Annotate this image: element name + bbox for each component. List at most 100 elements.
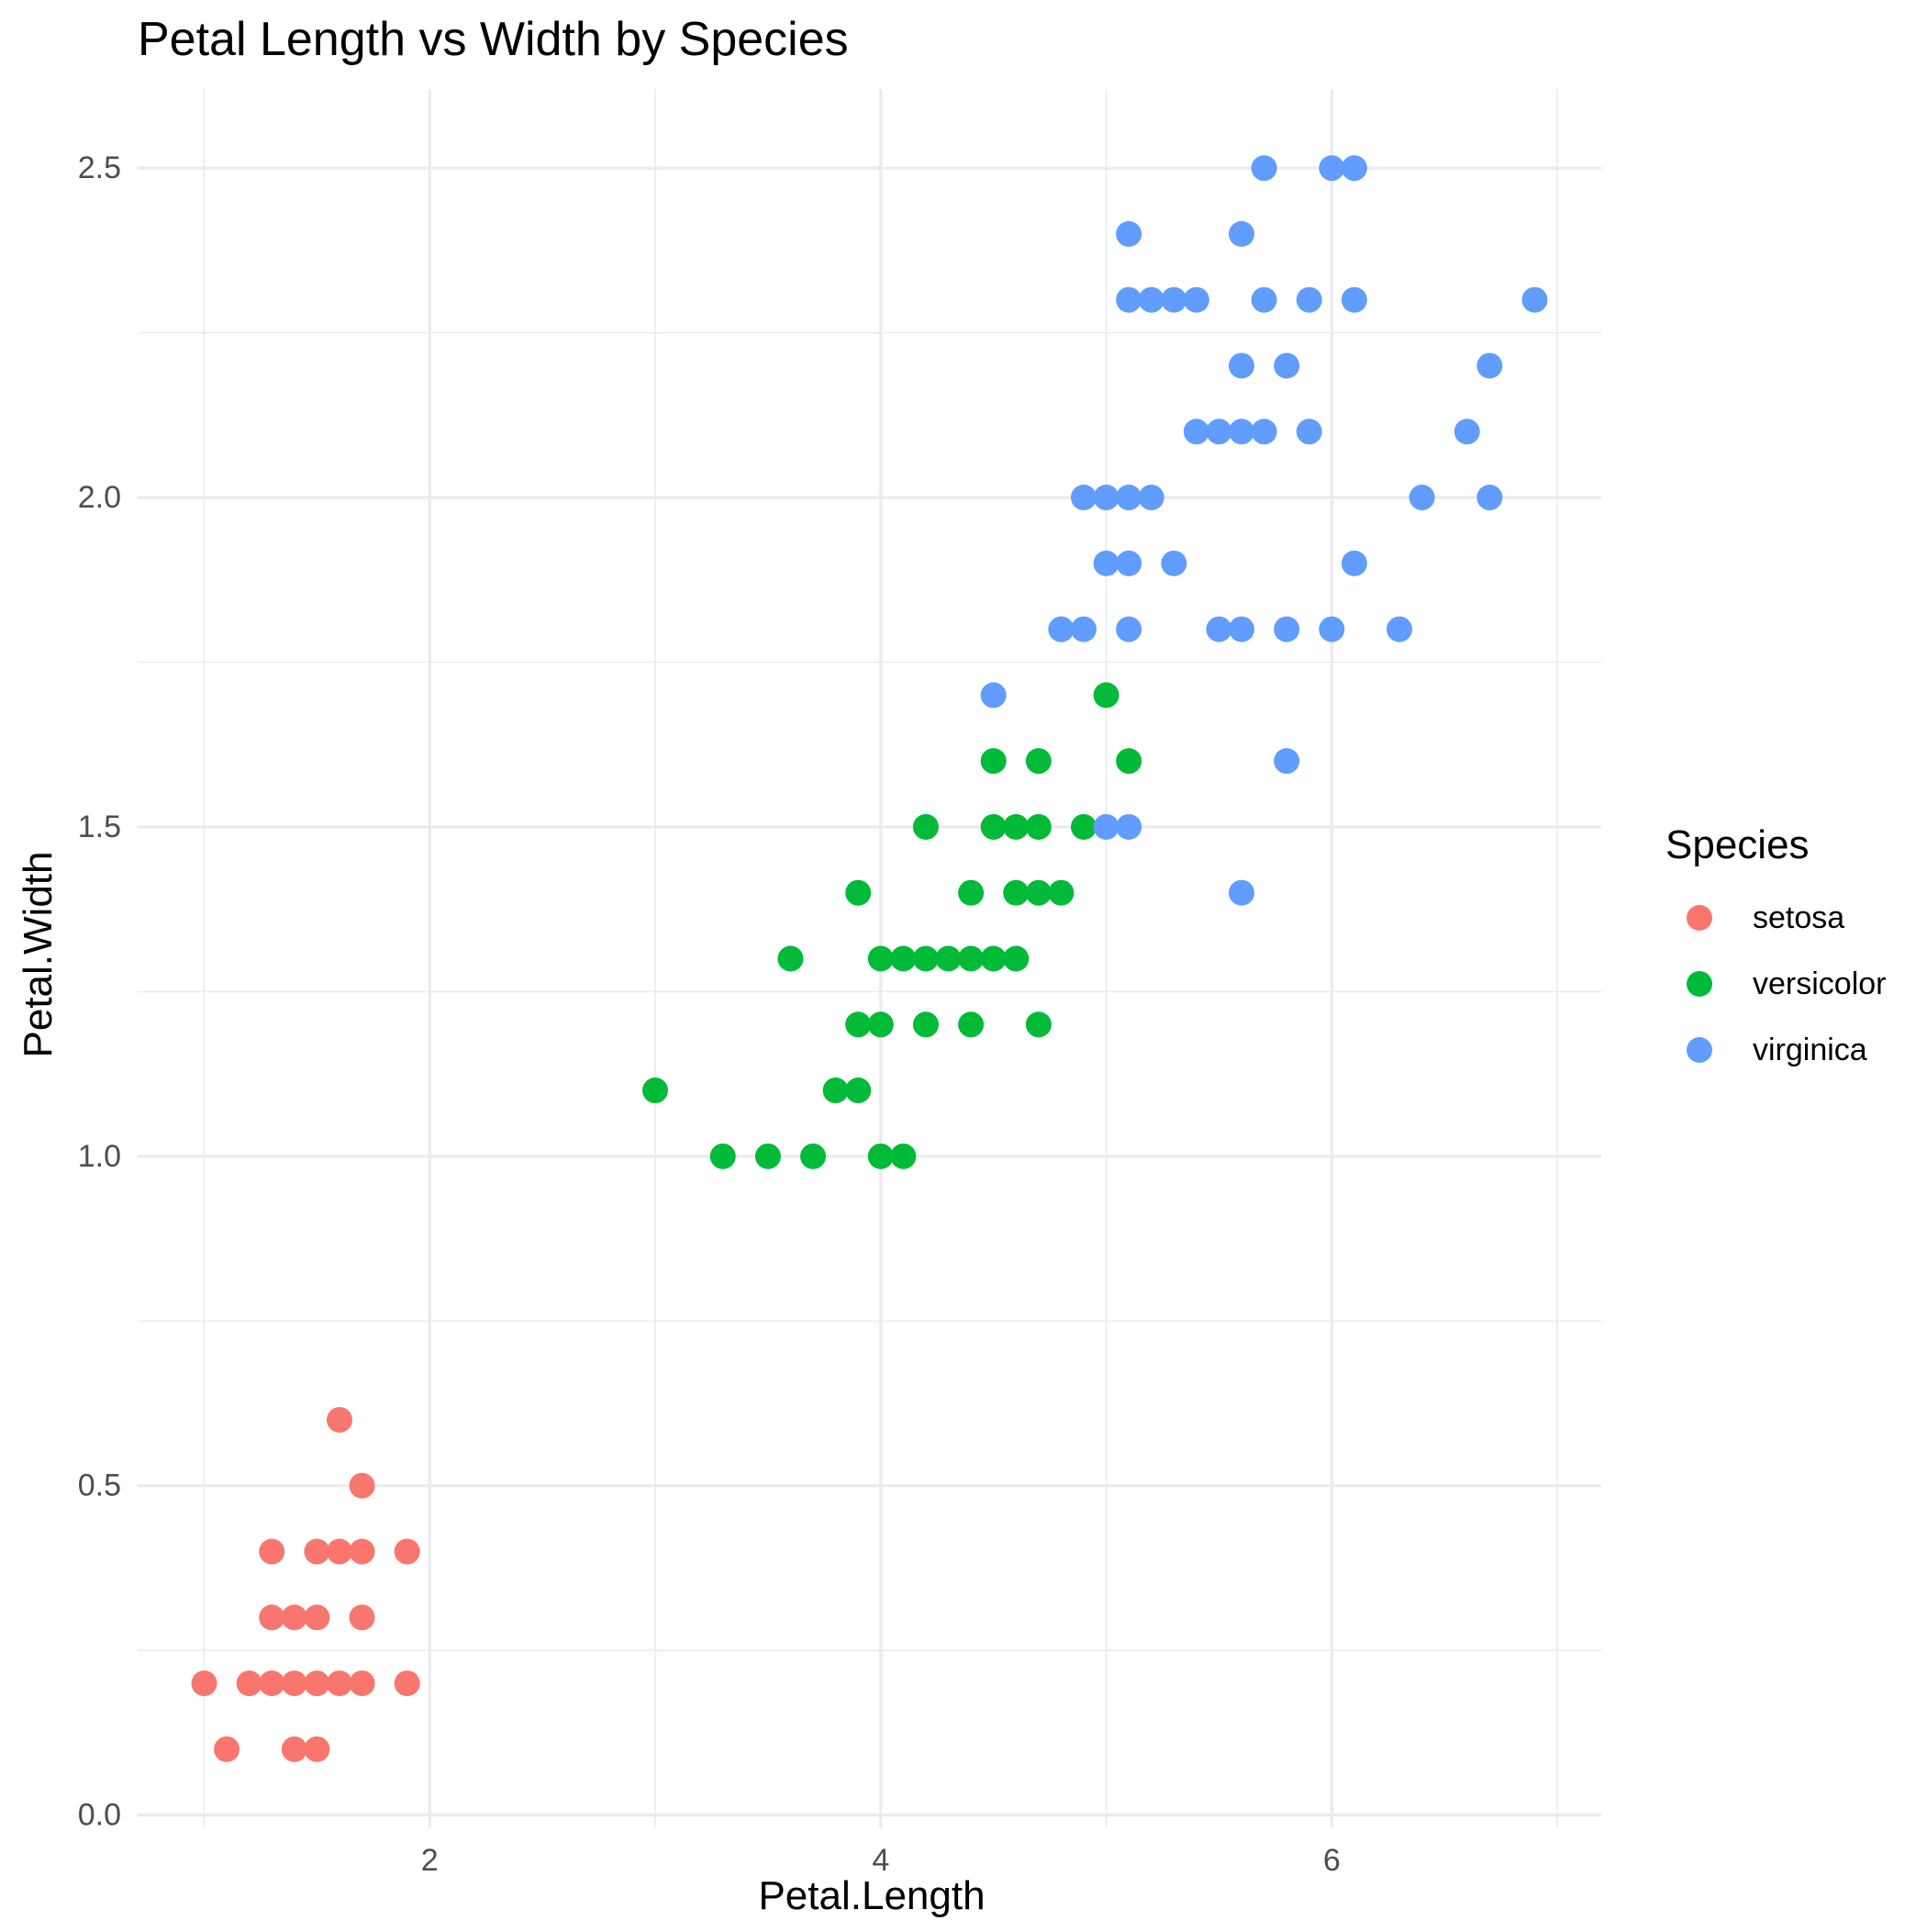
data-point-setosa <box>304 1736 330 1762</box>
data-point-virginica <box>1476 485 1503 511</box>
data-point-virginica <box>1138 286 1164 313</box>
major-gridlines <box>138 89 1601 1828</box>
data-point-virginica <box>1251 155 1277 182</box>
data-point-versicolor <box>1070 813 1097 840</box>
data-point-setosa <box>281 1736 307 1762</box>
data-point-versicolor <box>1025 1011 1052 1038</box>
data-point-virginica <box>1161 286 1187 313</box>
data-point-versicolor <box>980 813 1007 840</box>
data-point-virginica <box>1229 879 1255 906</box>
data-point-virginica <box>1161 550 1187 576</box>
legend-label-setosa: setosa <box>1753 900 1844 935</box>
data-point-versicolor <box>890 945 917 972</box>
data-point-setosa <box>349 1472 375 1499</box>
data-point-virginica <box>1296 286 1322 313</box>
data-point-versicolor <box>1048 879 1075 906</box>
data-point-versicolor <box>1025 813 1052 840</box>
data-point-virginica <box>1116 220 1142 247</box>
legend-key-virginica <box>1687 1037 1712 1063</box>
data-point-versicolor <box>980 945 1007 972</box>
data-point-virginica <box>1229 352 1255 379</box>
data-point-virginica <box>1409 485 1435 511</box>
data-point-virginica <box>1341 550 1367 576</box>
data-point-versicolor <box>980 748 1007 775</box>
data-point-versicolor <box>642 1078 669 1104</box>
data-point-virginica <box>1206 616 1232 642</box>
data-point-setosa <box>304 1604 330 1631</box>
data-point-versicolor <box>1025 879 1052 906</box>
y-axis-title: Petal.Width <box>16 852 61 1058</box>
data-point-virginica <box>1116 813 1142 840</box>
legend-label-virginica: virginica <box>1753 1033 1867 1067</box>
data-point-setosa <box>304 1538 330 1565</box>
y-tick-label: 1.5 <box>78 810 121 844</box>
data-point-virginica <box>1274 616 1300 642</box>
x-tick-label: 4 <box>872 1843 889 1878</box>
legend-items: setosa versicolor virginica <box>1687 900 1886 1067</box>
chart-title: Petal Length vs Width by Species <box>138 13 849 66</box>
data-point-versicolor <box>1003 813 1030 840</box>
data-point-virginica <box>1116 485 1142 511</box>
data-point-virginica <box>1093 485 1119 511</box>
data-point-setosa <box>304 1670 330 1697</box>
data-point-versicolor <box>935 945 962 972</box>
data-point-virginica <box>1116 616 1142 642</box>
data-point-virginica <box>1387 616 1413 642</box>
data-point-versicolor <box>867 945 894 972</box>
data-point-versicolor <box>845 1078 872 1104</box>
data-point-virginica <box>1183 419 1209 445</box>
data-point-virginica <box>1341 155 1367 182</box>
data-points <box>191 155 1548 1762</box>
data-point-versicolor <box>845 879 872 906</box>
data-point-setosa <box>259 1670 285 1697</box>
data-point-versicolor <box>867 1143 894 1169</box>
data-point-setosa <box>326 1670 352 1697</box>
data-point-versicolor <box>822 1078 849 1104</box>
data-point-virginica <box>1183 286 1209 313</box>
data-point-setosa <box>259 1604 285 1631</box>
y-axis-tick-labels: 0.0 0.5 1.0 1.5 2.0 2.5 <box>78 151 121 1833</box>
y-tick-label: 2.0 <box>78 480 121 515</box>
data-point-versicolor <box>890 1143 917 1169</box>
data-point-versicolor <box>958 1011 985 1038</box>
data-point-versicolor <box>845 1011 872 1038</box>
data-point-virginica <box>1454 419 1480 445</box>
data-point-virginica <box>1319 155 1345 182</box>
data-point-setosa <box>349 1538 375 1565</box>
data-point-virginica <box>1070 485 1097 511</box>
y-tick-label: 1.0 <box>78 1139 121 1174</box>
data-point-setosa <box>214 1736 240 1762</box>
data-point-virginica <box>1229 419 1255 445</box>
x-axis-tick-labels: 2 4 6 <box>421 1843 1341 1878</box>
data-point-virginica <box>1093 550 1119 576</box>
y-tick-label: 0.5 <box>78 1469 121 1503</box>
data-point-versicolor <box>958 879 985 906</box>
minor-gridlines <box>138 89 1601 1828</box>
data-point-versicolor <box>800 1143 827 1169</box>
data-point-versicolor <box>754 1143 781 1169</box>
data-point-setosa <box>281 1604 307 1631</box>
data-point-virginica <box>1521 286 1548 313</box>
data-point-setosa <box>281 1670 307 1697</box>
data-point-virginica <box>1048 616 1075 642</box>
data-point-setosa <box>259 1538 285 1565</box>
data-point-virginica <box>1070 616 1097 642</box>
data-point-virginica <box>1296 419 1322 445</box>
data-point-versicolor <box>912 813 939 840</box>
y-tick-label: 0.0 <box>78 1798 121 1833</box>
legend-title: Species <box>1665 822 1810 867</box>
x-tick-label: 6 <box>1323 1843 1341 1878</box>
data-point-versicolor <box>709 1143 736 1169</box>
data-point-virginica <box>1116 550 1142 576</box>
x-tick-label: 2 <box>421 1843 439 1878</box>
data-point-versicolor <box>1003 945 1030 972</box>
data-point-versicolor <box>1003 879 1030 906</box>
data-point-virginica <box>1341 286 1367 313</box>
data-point-versicolor <box>1093 682 1119 709</box>
data-point-versicolor <box>1116 748 1142 775</box>
data-point-virginica <box>980 682 1007 709</box>
data-point-virginica <box>1274 352 1300 379</box>
data-point-versicolor <box>1025 748 1052 775</box>
